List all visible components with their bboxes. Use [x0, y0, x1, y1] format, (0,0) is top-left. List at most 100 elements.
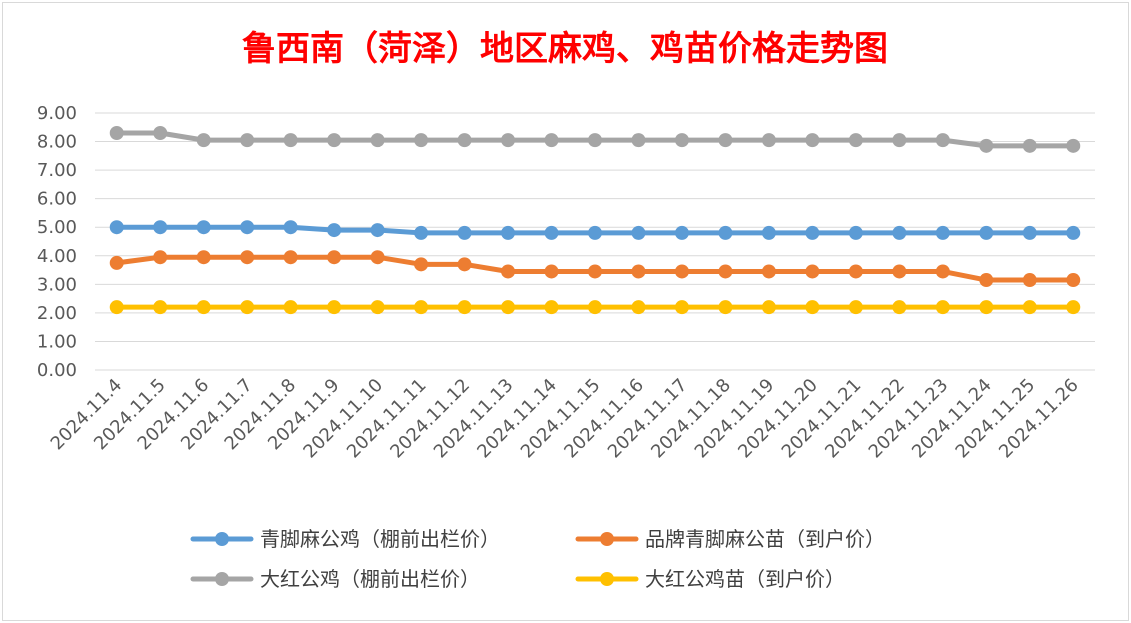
- legend-item: 大红公鸡苗（到户价）: [575, 567, 845, 591]
- data-point: [848, 264, 863, 279]
- y-tick-label: 6.00: [37, 189, 77, 210]
- data-point: [283, 133, 298, 148]
- data-point: [457, 133, 472, 148]
- legend-label: 青脚麻公鸡（棚前出栏价）: [260, 527, 500, 551]
- data-point: [414, 300, 429, 315]
- data-point: [718, 300, 733, 315]
- data-point: [153, 300, 168, 315]
- data-point: [153, 220, 168, 235]
- legend-item: 品牌青脚麻公苗（到户价）: [575, 527, 885, 551]
- data-point: [979, 300, 994, 315]
- data-point: [674, 133, 689, 148]
- y-tick-label: 0.00: [37, 360, 77, 381]
- data-point: [327, 300, 342, 315]
- data-point: [805, 225, 820, 240]
- legend-swatch-marker: [600, 572, 614, 586]
- data-point: [457, 300, 472, 315]
- data-point: [718, 264, 733, 279]
- data-point: [761, 300, 776, 315]
- legend-item: 青脚麻公鸡（棚前出栏价）: [190, 527, 500, 551]
- legend-label: 大红公鸡苗（到户价）: [645, 567, 845, 591]
- data-point: [979, 273, 994, 288]
- data-point: [414, 257, 429, 272]
- data-point: [892, 133, 907, 148]
- data-point: [240, 300, 255, 315]
- data-point: [240, 220, 255, 235]
- data-point: [761, 264, 776, 279]
- y-tick-label: 7.00: [37, 160, 77, 181]
- data-point: [848, 300, 863, 315]
- series-1: [109, 220, 1081, 240]
- data-point: [892, 264, 907, 279]
- data-point: [805, 264, 820, 279]
- data-point: [805, 133, 820, 148]
- data-point: [109, 125, 124, 140]
- data-point: [892, 225, 907, 240]
- data-point: [153, 125, 168, 140]
- data-point: [588, 133, 602, 148]
- data-point: [196, 250, 211, 265]
- data-point: [544, 300, 559, 315]
- data-point: [240, 250, 255, 265]
- data-point: [588, 225, 602, 240]
- data-point: [588, 264, 602, 279]
- data-point: [153, 250, 168, 265]
- data-point: [501, 133, 516, 148]
- data-point: [935, 225, 950, 240]
- data-point: [283, 250, 298, 265]
- data-point: [674, 300, 689, 315]
- data-point: [935, 264, 950, 279]
- data-point: [457, 225, 472, 240]
- gridlines: [95, 112, 1095, 371]
- chart-title: 鲁西南（菏泽）地区麻鸡、鸡苗价格走势图: [242, 29, 888, 69]
- data-point: [327, 250, 342, 265]
- legend-swatch-marker: [600, 532, 614, 546]
- data-point: [109, 300, 124, 315]
- series-3: [109, 125, 1081, 153]
- data-point: [631, 133, 646, 148]
- data-point: [501, 300, 516, 315]
- data-point: [414, 133, 429, 148]
- data-point: [544, 264, 559, 279]
- data-point: [1022, 273, 1037, 288]
- data-point: [1022, 138, 1037, 153]
- data-point: [631, 264, 646, 279]
- y-tick-label: 8.00: [37, 132, 77, 153]
- data-point: [501, 225, 516, 240]
- data-point: [935, 300, 950, 315]
- legend-item: 大红公鸡（棚前出栏价）: [190, 567, 480, 591]
- data-point: [501, 264, 516, 279]
- data-point: [1022, 225, 1037, 240]
- data-point: [1066, 300, 1081, 315]
- legend-label: 大红公鸡（棚前出栏价）: [260, 567, 480, 591]
- data-point: [935, 133, 950, 148]
- data-point: [370, 250, 385, 265]
- data-point: [283, 220, 298, 235]
- data-point: [805, 300, 820, 315]
- series-2: [109, 250, 1081, 288]
- data-point: [544, 133, 559, 148]
- data-point: [457, 257, 472, 272]
- series-4: [109, 300, 1081, 315]
- data-point: [848, 133, 863, 148]
- legend-swatch-marker: [215, 532, 229, 546]
- data-point: [631, 300, 646, 315]
- y-tick-label: 3.00: [37, 274, 77, 295]
- data-point: [674, 264, 689, 279]
- legend-swatch-marker: [215, 572, 229, 586]
- y-tick-label: 2.00: [37, 303, 77, 324]
- y-tick-label: 5.00: [37, 217, 77, 238]
- data-point: [196, 300, 211, 315]
- data-point: [370, 133, 385, 148]
- data-point: [1022, 300, 1037, 315]
- data-point: [1066, 225, 1081, 240]
- legend: 青脚麻公鸡（棚前出栏价） 品牌青脚麻公苗（到户价） 大红公鸡（棚前出栏价） 大红公鸡苗…: [190, 527, 885, 591]
- data-point: [327, 223, 342, 238]
- data-point: [892, 300, 907, 315]
- data-point: [588, 300, 602, 315]
- y-tick-label: 4.00: [37, 246, 77, 267]
- data-point: [414, 225, 429, 240]
- data-point: [196, 133, 211, 148]
- legend-label: 品牌青脚麻公苗（到户价）: [645, 527, 885, 551]
